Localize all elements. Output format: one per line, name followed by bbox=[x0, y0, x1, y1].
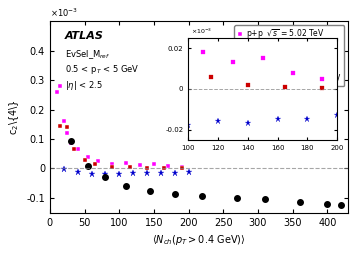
p+Pb  $\sqrt{s_{NN}}$ = 5.02 TeV bbox=[159, 171, 163, 174]
Text: $\times10^{-3}$: $\times10^{-3}$ bbox=[191, 27, 212, 36]
Pb+Pb  $\sqrt{s_{NN}}$ = 2.76 TeV bbox=[325, 202, 329, 205]
p+p  $\sqrt{s}$ = 5.02 TeV bbox=[76, 148, 80, 151]
p+p  $\sqrt{s}$ = 13 TeV bbox=[127, 165, 132, 168]
Text: $|\eta|$ < 2.5: $|\eta|$ < 2.5 bbox=[65, 79, 103, 92]
p+p  $\sqrt{s}$ = 5.02 TeV bbox=[69, 142, 73, 145]
p+p  $\sqrt{s}$ = 13 TeV bbox=[145, 166, 149, 169]
p+p  $\sqrt{s}$ = 5.02 TeV bbox=[166, 165, 170, 168]
p+Pb  $\sqrt{s_{NN}}$ = 5.02 TeV bbox=[117, 172, 121, 175]
Legend: p+p  $\sqrt{s}$ = 5.02 TeV, p+p  $\sqrt{s}$ = 13 TeV, p+Pb  $\sqrt{s_{NN}}$ = 5.: p+p $\sqrt{s}$ = 5.02 TeV, p+p $\sqrt{s}… bbox=[234, 25, 344, 86]
p+Pb  $\sqrt{s_{NN}}$ = 5.02 TeV bbox=[62, 168, 66, 171]
Line: p+p  $\sqrt{s}$ = 13 TeV: p+p $\sqrt{s}$ = 13 TeV bbox=[58, 123, 184, 171]
p+p  $\sqrt{s}$ = 13 TeV bbox=[162, 167, 166, 170]
Pb+Pb  $\sqrt{s_{NN}}$ = 2.76 TeV bbox=[103, 176, 108, 179]
p+p  $\sqrt{s}$ = 5.02 TeV bbox=[58, 85, 62, 88]
Pb+Pb  $\sqrt{s_{NN}}$ = 2.76 TeV bbox=[263, 198, 267, 201]
Pb+Pb  $\sqrt{s_{NN}}$ = 2.76 TeV bbox=[124, 185, 128, 188]
Pb+Pb  $\sqrt{s_{NN}}$ = 2.76 TeV bbox=[86, 164, 90, 167]
p+p  $\sqrt{s}$ = 13 TeV bbox=[58, 124, 62, 127]
p+p  $\sqrt{s}$ = 5.02 TeV bbox=[86, 155, 90, 158]
p+p  $\sqrt{s}$ = 13 TeV bbox=[110, 165, 114, 168]
p+p  $\sqrt{s}$ = 13 TeV bbox=[180, 167, 184, 170]
p+p  $\sqrt{s}$ = 5.02 TeV bbox=[96, 160, 100, 163]
p+Pb  $\sqrt{s_{NN}}$ = 5.02 TeV bbox=[103, 173, 108, 176]
Pb+Pb  $\sqrt{s_{NN}}$ = 2.76 TeV bbox=[173, 192, 177, 195]
p+p  $\sqrt{s}$ = 5.02 TeV bbox=[180, 166, 184, 169]
X-axis label: $\langle N_{ch}(p_T > 0.4\ \mathrm{GeV})\rangle$: $\langle N_{ch}(p_T > 0.4\ \mathrm{GeV})… bbox=[152, 233, 246, 247]
Y-axis label: c$_2$\{4\}: c$_2$\{4\} bbox=[7, 99, 21, 135]
p+p  $\sqrt{s}$ = 5.02 TeV bbox=[55, 90, 59, 93]
Pb+Pb  $\sqrt{s_{NN}}$ = 2.76 TeV bbox=[297, 201, 302, 204]
Line: Pb+Pb  $\sqrt{s_{NN}}$ = 2.76 TeV: Pb+Pb $\sqrt{s_{NN}}$ = 2.76 TeV bbox=[68, 138, 344, 208]
p+Pb  $\sqrt{s_{NN}}$ = 5.02 TeV bbox=[131, 172, 135, 175]
Line: p+Pb  $\sqrt{s_{NN}}$ = 5.02 TeV: p+Pb $\sqrt{s_{NN}}$ = 5.02 TeV bbox=[60, 166, 192, 178]
Pb+Pb  $\sqrt{s_{NN}}$ = 2.76 TeV bbox=[235, 196, 239, 199]
p+p  $\sqrt{s}$ = 5.02 TeV bbox=[138, 163, 142, 166]
Text: $\times10^{-3}$: $\times10^{-3}$ bbox=[50, 7, 78, 19]
p+p  $\sqrt{s}$ = 5.02 TeV bbox=[152, 163, 156, 166]
Line: p+p  $\sqrt{s}$ = 5.02 TeV: p+p $\sqrt{s}$ = 5.02 TeV bbox=[54, 84, 184, 169]
p+p  $\sqrt{s}$ = 5.02 TeV bbox=[65, 132, 69, 135]
p+Pb  $\sqrt{s_{NN}}$ = 5.02 TeV bbox=[186, 171, 191, 174]
p+p  $\sqrt{s}$ = 5.02 TeV bbox=[62, 120, 66, 123]
Pb+Pb  $\sqrt{s_{NN}}$ = 2.76 TeV bbox=[148, 189, 153, 192]
p+p  $\sqrt{s}$ = 13 TeV bbox=[82, 158, 87, 161]
p+Pb  $\sqrt{s_{NN}}$ = 5.02 TeV bbox=[89, 172, 94, 175]
p+p  $\sqrt{s}$ = 13 TeV bbox=[72, 148, 76, 151]
Pb+Pb  $\sqrt{s_{NN}}$ = 2.76 TeV bbox=[200, 195, 204, 198]
p+Pb  $\sqrt{s_{NN}}$ = 5.02 TeV bbox=[173, 171, 177, 174]
p+p  $\sqrt{s}$ = 5.02 TeV bbox=[124, 162, 128, 165]
Pb+Pb  $\sqrt{s_{NN}}$ = 2.76 TeV bbox=[339, 204, 343, 207]
p+Pb  $\sqrt{s_{NN}}$ = 5.02 TeV bbox=[76, 170, 80, 173]
p+p  $\sqrt{s}$ = 13 TeV bbox=[93, 162, 97, 165]
Pb+Pb  $\sqrt{s_{NN}}$ = 2.76 TeV bbox=[69, 139, 73, 142]
Text: 0.5 < p$_{T}$ < 5 GeV: 0.5 < p$_{T}$ < 5 GeV bbox=[65, 64, 140, 76]
Text: ATLAS: ATLAS bbox=[65, 31, 104, 41]
p+Pb  $\sqrt{s_{NN}}$ = 5.02 TeV bbox=[145, 172, 149, 175]
Text: EvSel_M$_{{ref}}$: EvSel_M$_{{ref}}$ bbox=[65, 48, 110, 61]
p+p  $\sqrt{s}$ = 13 TeV bbox=[65, 126, 69, 129]
p+p  $\sqrt{s}$ = 5.02 TeV bbox=[110, 163, 114, 166]
